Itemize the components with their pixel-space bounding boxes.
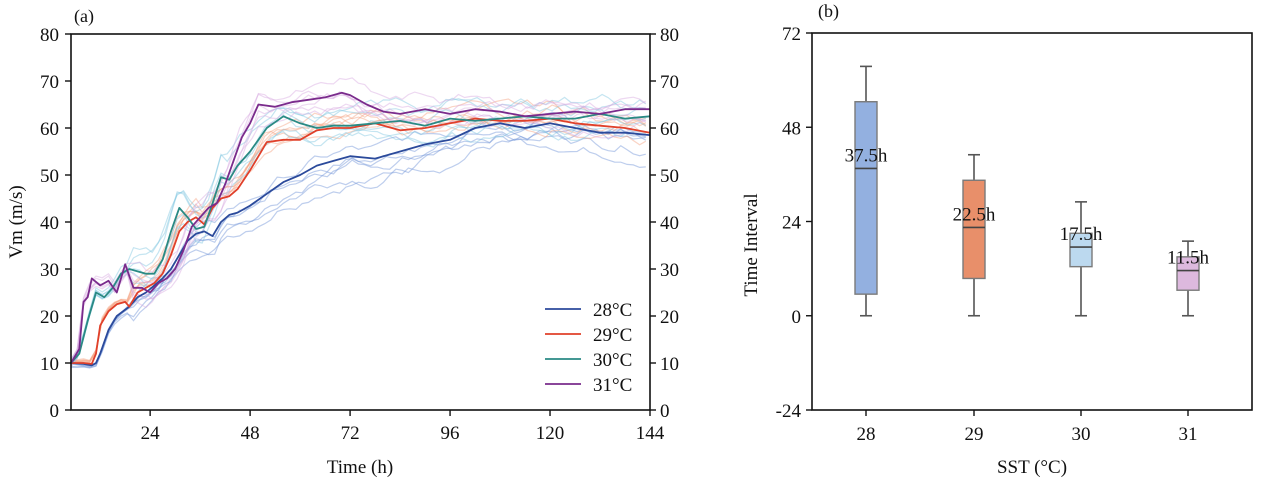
- y-axis-title: Vm (m/s): [6, 185, 27, 258]
- right-y-tick-label: 40: [660, 213, 679, 234]
- right-y-tick-label: 60: [660, 119, 679, 140]
- iqr-box: [1069, 232, 1093, 268]
- legend-item: 30°C: [545, 350, 632, 371]
- y-tick-label: 60: [40, 119, 59, 140]
- iqr-box: [854, 101, 878, 295]
- y-tick-label: 30: [40, 260, 59, 281]
- series-line-28c: [70, 122, 651, 367]
- median-label: 17.5h: [1060, 224, 1103, 245]
- x-tick-label: 48: [241, 423, 260, 444]
- box-29: 22.5h: [953, 153, 996, 317]
- ensemble-member-line: [70, 96, 647, 361]
- legend-label: 28°C: [593, 300, 632, 321]
- legend-item: 29°C: [545, 325, 632, 346]
- ensemble-member-line: [70, 109, 647, 363]
- x-axis: 28 29 30 31: [857, 410, 1198, 445]
- ensemble-member-line: [70, 99, 647, 363]
- ensemble-member-line: [70, 108, 647, 362]
- y-tick-label: 10: [40, 354, 59, 375]
- ensemble-member-line: [70, 105, 646, 367]
- legend-label: 29°C: [593, 325, 632, 346]
- ensemble-member-line: [70, 77, 647, 360]
- ensemble-member-line: [70, 125, 646, 367]
- ensemble-member-line: [70, 117, 646, 366]
- ensemble-member-line: [70, 128, 646, 369]
- ensemble-lines: [70, 77, 647, 369]
- y-tick-label: 20: [40, 307, 59, 328]
- series-lines: [70, 91, 651, 367]
- box-31: 11.5h: [1167, 240, 1210, 317]
- legend-label: 31°C: [593, 375, 632, 396]
- x-tick-label: 96: [441, 423, 460, 444]
- y-axis-title: Time Interval: [741, 193, 762, 296]
- panel-b-label: (b): [818, 1, 839, 22]
- legend-item: 31°C: [545, 375, 632, 396]
- x-tick-label: 24: [141, 423, 161, 444]
- ensemble-member-line: [70, 117, 647, 363]
- y-axis-left: 0 10 20 30 40 50 60 70 80: [40, 25, 71, 422]
- panel-a-line-chart: (a) 24 48 72 96 120 144 0 10 20 30 40 50 60 70 80 0 10…: [6, 6, 679, 478]
- ensemble-member-line: [70, 128, 646, 366]
- ensemble-member-line: [70, 135, 646, 369]
- panel-b-frame: [811, 32, 1253, 411]
- y-tick-label: 40: [40, 213, 59, 234]
- y-axis-right: 0 10 20 30 40 50 60 70 80: [650, 25, 679, 422]
- ensemble-member-line: [70, 129, 647, 367]
- legend-label: 30°C: [593, 350, 632, 371]
- x-tick-label: 31: [1179, 424, 1198, 445]
- ensemble-member-line: [70, 105, 646, 364]
- panel-a-frame: [70, 33, 651, 411]
- panel-b-box-plot: (b) -24 0 24 48 72 28 29 30 31 37.5h 22.5h 17.5h 1…: [741, 1, 1253, 478]
- ensemble-member-line: [70, 93, 646, 360]
- x-axis-title: SST (°C): [997, 457, 1067, 478]
- median-label: 22.5h: [953, 204, 996, 225]
- right-y-tick-label: 50: [660, 166, 679, 187]
- right-y-tick-label: 20: [660, 307, 679, 328]
- ensemble-member-line: [70, 117, 647, 366]
- x-tick-label: 29: [965, 424, 984, 445]
- ensemble-member-line: [70, 98, 646, 363]
- ensemble-member-line: [70, 114, 647, 364]
- x-axis: 24 48 72 96 120 144: [141, 410, 665, 444]
- series-line-31c: [70, 91, 650, 364]
- iqr-box: [1176, 256, 1200, 291]
- y-tick-label: 48: [782, 118, 801, 139]
- y-tick-label: 24: [782, 213, 802, 234]
- y-tick-label: -24: [776, 401, 802, 422]
- x-tick-label: 28: [857, 424, 876, 445]
- ensemble-member-line: [70, 104, 646, 363]
- y-axis: -24 0 24 48 72: [776, 24, 812, 422]
- y-tick-label: 80: [40, 25, 59, 46]
- legend: 28°C 29°C 30°C 31°C: [545, 300, 632, 396]
- median-label: 37.5h: [845, 145, 888, 166]
- right-y-tick-label: 30: [660, 260, 679, 281]
- y-tick-label: 50: [40, 166, 59, 187]
- right-y-tick-label: 0: [660, 401, 670, 422]
- y-tick-label: 0: [792, 307, 802, 328]
- ensemble-member-line: [70, 111, 646, 368]
- x-tick-label: 30: [1072, 424, 1091, 445]
- y-tick-label: 0: [50, 401, 60, 422]
- right-y-tick-label: 80: [660, 25, 679, 46]
- boxes: 37.5h 22.5h 17.5h 11.5h: [845, 65, 1210, 317]
- median-label: 11.5h: [1167, 248, 1210, 269]
- panel-a-label: (a): [74, 6, 94, 27]
- box-30: 17.5h: [1060, 201, 1103, 317]
- x-tick-label: 120: [536, 423, 565, 444]
- y-tick-label: 70: [40, 72, 59, 93]
- x-axis-title: Time (h): [327, 457, 393, 478]
- series-line-29c: [71, 117, 651, 365]
- series-line-30c: [70, 113, 651, 364]
- y-tick-label: 72: [782, 24, 801, 45]
- legend-item: 28°C: [545, 300, 632, 321]
- box-28: 37.5h: [845, 65, 888, 317]
- right-y-tick-label: 70: [660, 72, 679, 93]
- x-tick-label: 144: [636, 423, 665, 444]
- ensemble-member-line: [70, 103, 646, 367]
- right-y-tick-label: 10: [660, 354, 679, 375]
- x-tick-label: 72: [341, 423, 360, 444]
- iqr-box: [962, 179, 986, 280]
